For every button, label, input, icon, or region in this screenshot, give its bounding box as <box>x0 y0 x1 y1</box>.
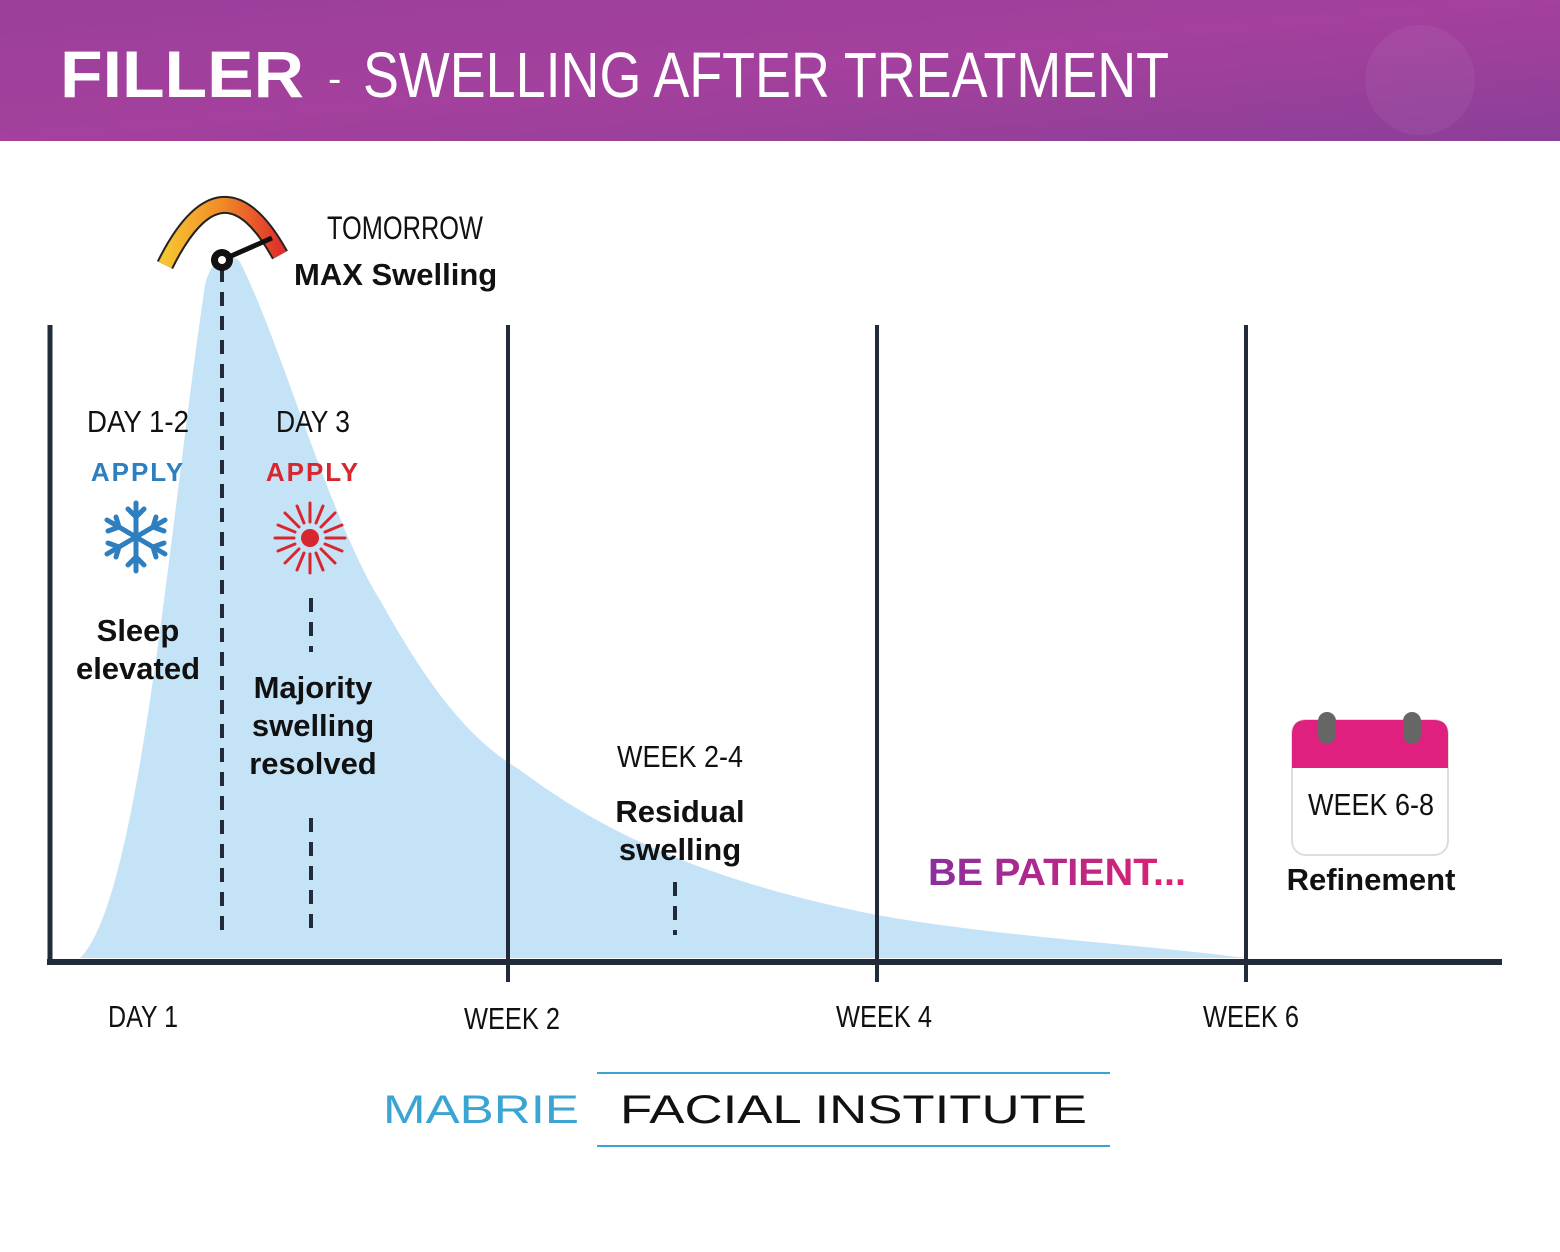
phase-note-line: swelling <box>252 708 374 743</box>
x-tick-label: WEEK 6 <box>1203 999 1299 1034</box>
phase-action-cold: APPLY <box>91 457 185 487</box>
phase-period: DAY 3 <box>276 404 350 439</box>
peak-label: MAX Swelling <box>294 257 497 292</box>
x-tick-label: DAY 1 <box>108 999 178 1034</box>
phase-note-line: resolved <box>249 746 377 781</box>
phase-period: WEEK 6-8 <box>1308 787 1434 822</box>
gauge-icon <box>156 195 288 271</box>
phase-note-line: Refinement <box>1287 862 1456 897</box>
header-banner <box>0 0 1560 141</box>
logo-name: FACIAL INSTITUTE <box>620 1088 1087 1132</box>
swelling-curve-area <box>80 255 1245 959</box>
peak-when: TOMORROW <box>327 210 484 246</box>
phase-note-line: elevated <box>76 651 200 686</box>
phase-note-line: swelling <box>619 832 741 867</box>
phase-note-line: Residual <box>615 794 744 829</box>
title-bold: FILLER <box>60 37 304 111</box>
calendar-icon <box>1291 712 1449 856</box>
x-tick-label: WEEK 4 <box>836 999 932 1034</box>
phase-note-line: Sleep <box>97 613 180 648</box>
phase-period: WEEK 2-4 <box>617 739 743 774</box>
phase-note-line: Majority <box>254 670 374 705</box>
heat-sun-icon <box>273 501 347 575</box>
logo-brand: MABRIE <box>383 1088 579 1132</box>
be-patient-text: BE PATIENT... <box>928 852 1186 894</box>
x-tick-label: WEEK 2 <box>464 1001 560 1036</box>
snowflake-icon <box>104 500 168 574</box>
phase-action-heat: APPLY <box>266 457 360 487</box>
phase-period: DAY 1-2 <box>87 404 189 439</box>
title-separator: - <box>328 57 341 101</box>
decor-circle <box>1365 25 1475 135</box>
logo: MABRIE FACIAL INSTITUTE <box>383 1072 1110 1147</box>
title-rest: SWELLING AFTER TREATMENT <box>363 39 1169 111</box>
